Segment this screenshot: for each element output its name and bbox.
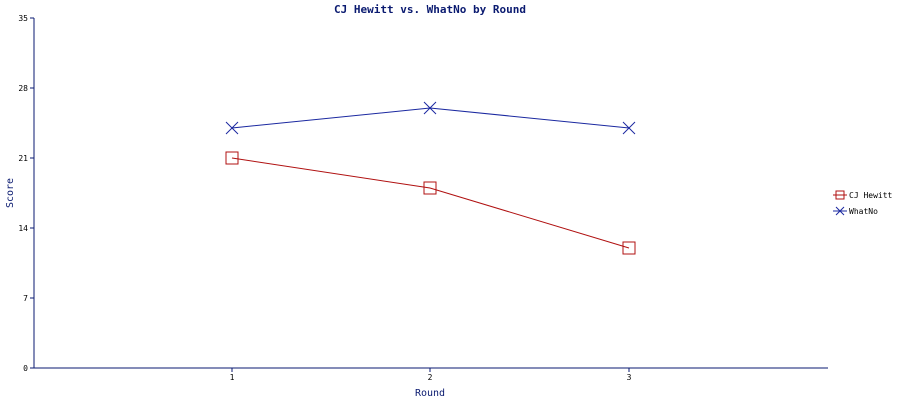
- series-whatno: [225, 101, 636, 135]
- data-point-whatno: [225, 121, 239, 135]
- legend-marker: [835, 206, 845, 216]
- series-line-whatno: [231, 107, 630, 129]
- chart-title: CJ Hewitt vs. WhatNo by Round: [334, 3, 526, 16]
- y-tick-label: 35: [18, 14, 28, 23]
- series-cj-hewitt: [225, 151, 636, 255]
- series-line-cj-hewitt: [231, 157, 630, 249]
- legend-item-cj-hewitt: CJ Hewitt: [833, 190, 893, 200]
- y-tick-label: 28: [18, 84, 28, 93]
- marker-stroke: [423, 101, 437, 115]
- data-point-cj-hewitt: [622, 241, 636, 255]
- x-axis-label: Round: [415, 388, 445, 399]
- series-layer: [225, 101, 636, 255]
- x-axis: 1 2 3: [34, 367, 828, 382]
- y-tick-label: 21: [18, 154, 28, 163]
- marker-stroke: [225, 121, 239, 135]
- x-tick-label: 2: [428, 373, 433, 382]
- data-point-cj-hewitt: [423, 181, 437, 195]
- y-axis-label: Score: [5, 178, 16, 208]
- x-tick-label: 3: [627, 373, 632, 382]
- y-tick-label: 14: [18, 224, 28, 233]
- legend-label: WhatNo: [849, 207, 878, 216]
- legend-marker: [835, 190, 845, 200]
- data-point-whatno: [423, 101, 437, 115]
- y-axis: 0 7 14 21 28 35: [18, 14, 35, 373]
- y-tick-label: 7: [23, 294, 28, 303]
- data-point-cj-hewitt: [225, 151, 239, 165]
- x-tick-label: 1: [230, 373, 235, 382]
- y-tick-label: 0: [23, 364, 28, 373]
- legend: CJ Hewitt WhatNo: [833, 190, 893, 216]
- data-point-whatno: [622, 121, 636, 135]
- marker-stroke: [622, 121, 636, 135]
- marker-stroke: [835, 206, 845, 216]
- legend-item-whatno: WhatNo: [833, 206, 878, 216]
- legend-label: CJ Hewitt: [849, 191, 893, 200]
